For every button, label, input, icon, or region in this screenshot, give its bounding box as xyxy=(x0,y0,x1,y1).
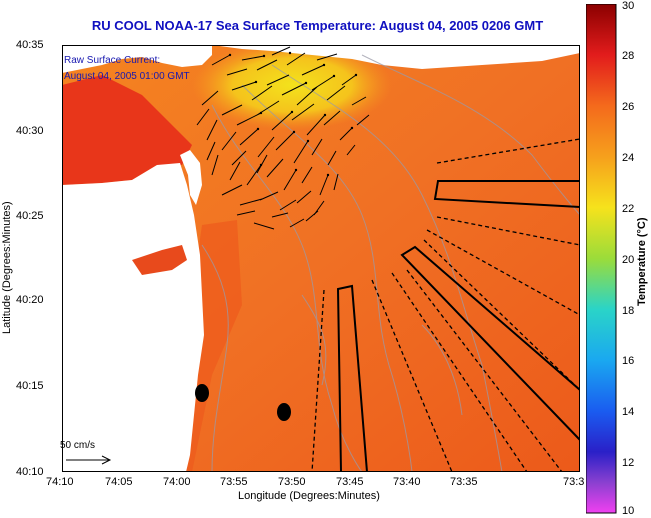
sst-map xyxy=(62,45,580,472)
xtick-label: 74:00 xyxy=(163,476,191,488)
xtick-label: 73:35 xyxy=(450,476,478,488)
sandy-hook xyxy=(180,150,202,205)
colorbar-tick: 20 xyxy=(622,254,635,266)
polygon-south xyxy=(336,284,369,472)
colorbar-tick: 22 xyxy=(622,203,635,215)
current-vectors xyxy=(196,46,370,230)
current-annotation-time: August 04, 2005 01:00 GMT xyxy=(64,71,190,82)
ytick-label: 40:25 xyxy=(16,210,44,222)
raritan-bay-warm xyxy=(62,75,192,185)
colorbar-tick: 28 xyxy=(622,50,635,62)
scale-label: 50 cm/s xyxy=(60,440,96,451)
xtick-label: 73:55 xyxy=(220,476,248,488)
colorbar-label: Temperature (°C) xyxy=(636,217,648,306)
ytick-label: 40:20 xyxy=(16,294,44,306)
colorbar-tick: 26 xyxy=(622,101,635,113)
sampling-polygons xyxy=(336,180,580,472)
polygon-east xyxy=(433,180,580,209)
y-axis-label: Latitude (Degrees:Minutes) xyxy=(1,201,13,334)
polygon-southeast xyxy=(400,245,580,442)
inland-warm-patch xyxy=(132,245,187,275)
colorbar-tick: 10 xyxy=(622,505,635,517)
colorbar-tick: 30 xyxy=(622,0,635,12)
scale-arrow xyxy=(66,455,112,465)
colorbar-tick: 12 xyxy=(622,457,635,469)
colorbar-tick: 16 xyxy=(622,355,635,367)
xtick-label: 73:45 xyxy=(336,476,364,488)
map-title: RU COOL NOAA-17 Sea Surface Temperature:… xyxy=(91,18,544,33)
colorbar xyxy=(586,4,617,514)
xtick-label: 74:10 xyxy=(46,476,74,488)
buoy-marker xyxy=(277,403,291,421)
dashed-tracks xyxy=(311,138,580,472)
current-annotation-title: Raw Surface Current: xyxy=(64,55,161,66)
x-axis-label: Longitude (Degrees:Minutes) xyxy=(238,490,380,502)
ytick-label: 40:15 xyxy=(16,380,44,392)
buoy-marker xyxy=(195,384,209,402)
bathymetry-contours xyxy=(201,54,580,472)
ytick-label: 40:35 xyxy=(16,39,44,51)
colorbar-tick: 14 xyxy=(622,406,635,418)
xtick-label: 73:40 xyxy=(393,476,421,488)
colorbar-tick: 24 xyxy=(622,152,635,164)
current-arrowheads xyxy=(228,51,358,177)
colorbar-tick: 18 xyxy=(622,305,635,317)
map-frame xyxy=(62,45,580,472)
xtick-label: 74:05 xyxy=(105,476,133,488)
xtick-label: 73:50 xyxy=(278,476,306,488)
cool-water-patch xyxy=(192,45,392,130)
land-long-island xyxy=(212,45,580,69)
xtick-label: 73:3 xyxy=(563,476,585,488)
ytick-label: 40:30 xyxy=(16,125,44,137)
ytick-label: 40:10 xyxy=(16,466,44,478)
